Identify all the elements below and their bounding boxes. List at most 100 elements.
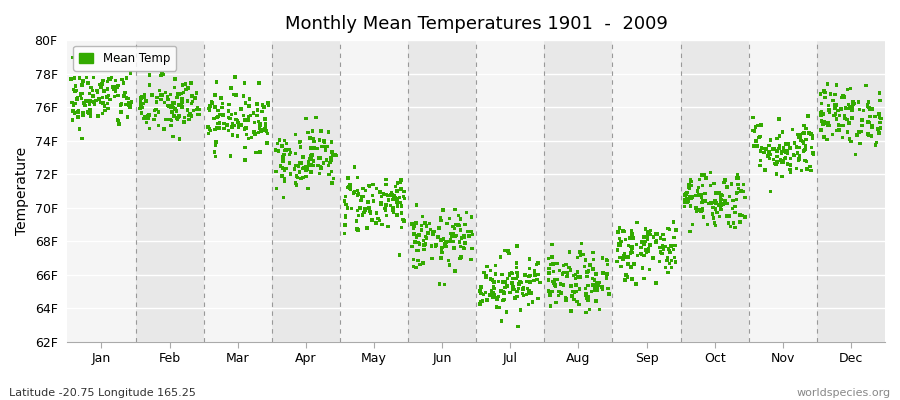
Point [546, 280, 561, 286]
Point [229, 116, 243, 123]
Point [787, 152, 801, 158]
Point [691, 207, 706, 213]
Point [269, 186, 284, 192]
Point [587, 256, 601, 263]
Point [637, 234, 652, 240]
Point [442, 262, 456, 268]
Point [170, 116, 184, 122]
Point [855, 122, 869, 129]
Point [238, 144, 252, 151]
Point [714, 204, 728, 211]
Point [590, 287, 605, 294]
Point [325, 150, 339, 156]
Point [512, 279, 526, 285]
Point [369, 220, 383, 226]
Point [238, 117, 252, 123]
Point [845, 99, 859, 105]
Point [695, 172, 709, 178]
Point [306, 162, 320, 169]
Point [544, 254, 559, 260]
Text: worldspecies.org: worldspecies.org [796, 388, 891, 398]
Point [847, 100, 861, 107]
Point [621, 242, 635, 249]
Point [475, 298, 490, 304]
Point [563, 283, 578, 289]
Point [189, 106, 203, 112]
Point [168, 106, 183, 112]
Point [440, 220, 454, 227]
Point [625, 231, 639, 237]
Point [354, 198, 368, 204]
Point [350, 207, 365, 214]
Bar [203, 40, 272, 342]
Point [378, 207, 392, 214]
Point [747, 128, 761, 134]
Point [500, 309, 514, 315]
Point [209, 79, 223, 85]
Point [730, 172, 744, 178]
Point [825, 131, 840, 138]
Point [531, 260, 545, 266]
Point [161, 96, 176, 103]
Point [294, 160, 309, 166]
Point [712, 190, 726, 196]
Point [788, 140, 802, 146]
Point [238, 157, 252, 163]
Point [641, 230, 655, 236]
Point [746, 143, 760, 149]
Point [814, 100, 829, 107]
Point [821, 119, 835, 126]
Point [228, 74, 242, 80]
Point [230, 119, 245, 126]
Point [774, 150, 788, 156]
Point [259, 128, 274, 134]
Point [694, 194, 708, 200]
Point [209, 142, 223, 149]
Point [136, 115, 150, 122]
Point [865, 124, 879, 131]
Point [586, 250, 600, 256]
Point [68, 75, 82, 81]
Point [831, 108, 845, 114]
Point [444, 237, 458, 243]
Point [134, 101, 148, 108]
Point [783, 155, 797, 162]
Point [773, 157, 788, 163]
Point [338, 212, 353, 219]
Point [275, 165, 290, 171]
Point [522, 274, 536, 280]
Point [389, 196, 403, 202]
Point [580, 274, 594, 280]
Point [454, 235, 469, 241]
Point [550, 260, 564, 267]
Point [133, 102, 148, 109]
Point [86, 99, 101, 105]
Point [279, 140, 293, 147]
Point [232, 122, 247, 129]
Point [826, 98, 841, 104]
Point [258, 120, 273, 127]
Point [478, 274, 492, 280]
Point [392, 252, 407, 258]
Point [637, 252, 652, 259]
Point [269, 168, 284, 175]
Point [279, 166, 293, 172]
Point [426, 232, 440, 238]
Point [691, 192, 706, 198]
Point [353, 205, 367, 211]
Point [228, 122, 242, 129]
Point [821, 122, 835, 128]
Point [225, 132, 239, 138]
Point [508, 276, 523, 282]
Point [234, 121, 248, 128]
Point [435, 248, 449, 254]
Point [736, 182, 751, 188]
Point [186, 107, 201, 114]
Point [432, 225, 446, 231]
Point [522, 290, 536, 297]
Point [828, 91, 842, 98]
Point [439, 239, 454, 245]
Point [619, 272, 634, 278]
Point [724, 181, 739, 187]
Point [513, 307, 527, 313]
